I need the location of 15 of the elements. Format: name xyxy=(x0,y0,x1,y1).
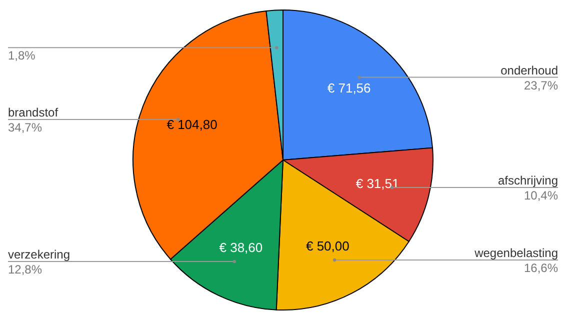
data-label: € 71,56 xyxy=(327,80,371,96)
slice-label: verzekering xyxy=(8,247,70,262)
text: 1,8% xyxy=(8,48,36,63)
data-label: € 50,00 xyxy=(306,238,350,254)
text: 10,4% xyxy=(524,188,558,202)
slice-label: brandstof xyxy=(8,106,59,120)
text: 16,6% xyxy=(524,261,558,275)
data-label: € 104,80 xyxy=(166,116,218,132)
slice-label: onderhoud xyxy=(500,63,558,78)
data-label: € 38,60 xyxy=(219,240,263,255)
text: 12,8% xyxy=(8,262,42,276)
slice-label: afschrijving xyxy=(498,173,558,188)
text: 23,7% xyxy=(524,78,558,92)
text: 34,7% xyxy=(8,120,42,135)
slice-label: wegenbelasting xyxy=(474,246,558,260)
